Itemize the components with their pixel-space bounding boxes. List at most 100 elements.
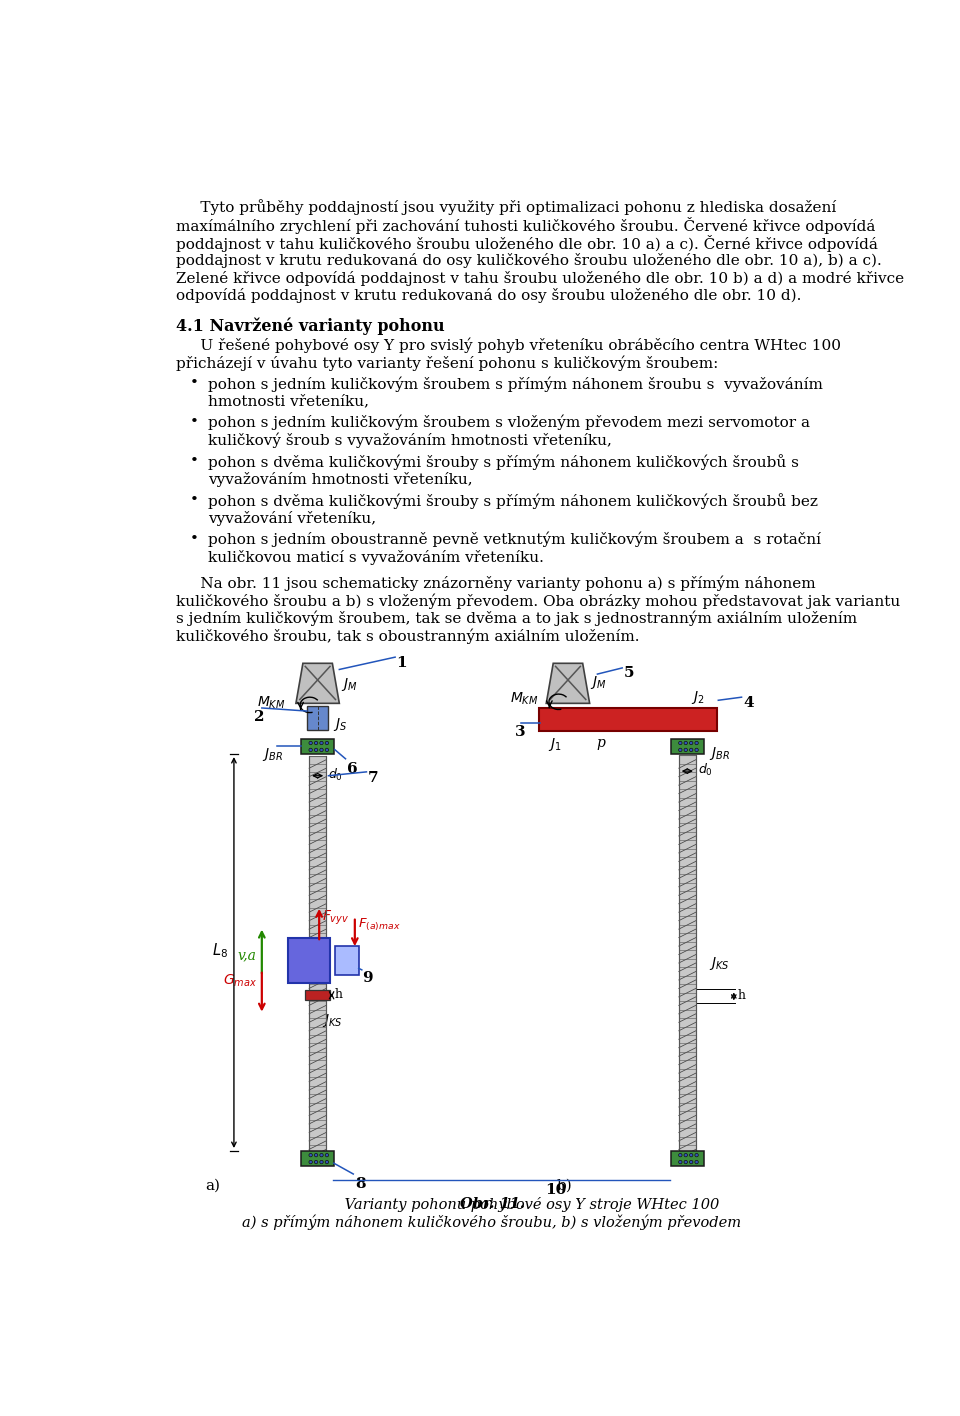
Circle shape: [314, 1154, 318, 1157]
Text: pohon s dvěma kuličkovými šrouby s přímým náhonem kuličkových šroubů bez: pohon s dvěma kuličkovými šrouby s přímý…: [208, 493, 818, 508]
Circle shape: [325, 1160, 328, 1164]
Circle shape: [679, 1160, 682, 1164]
Text: •: •: [190, 455, 199, 467]
Polygon shape: [296, 663, 339, 704]
Circle shape: [309, 742, 312, 745]
Text: pohon s jedním oboustranně pevně vetknutým kuličkovým šroubem a  s rotační: pohon s jedním oboustranně pevně vetknut…: [208, 532, 822, 548]
Circle shape: [679, 748, 682, 752]
Circle shape: [320, 1154, 324, 1157]
Text: $J_{KS}$: $J_{KS}$: [322, 1012, 342, 1029]
Text: $L_8$: $L_8$: [212, 942, 228, 960]
Text: 4.1 Navržené varianty pohonu: 4.1 Navržené varianty pohonu: [176, 317, 444, 334]
Text: $J_M$: $J_M$: [341, 675, 357, 692]
Text: •: •: [190, 532, 199, 545]
Circle shape: [695, 1154, 698, 1157]
Text: 4: 4: [743, 697, 754, 711]
Text: p: p: [596, 736, 606, 749]
Text: Obr. 11.: Obr. 11.: [460, 1197, 524, 1211]
Circle shape: [325, 742, 328, 745]
Circle shape: [689, 1154, 693, 1157]
Text: 6: 6: [348, 762, 358, 776]
Text: kuličkového šroubu, tak s oboustranným axiálním uložením.: kuličkového šroubu, tak s oboustranným a…: [176, 629, 639, 644]
Circle shape: [689, 742, 693, 745]
Text: $J_M$: $J_M$: [589, 674, 606, 691]
Circle shape: [689, 1160, 693, 1164]
Text: poddajnost v krutu redukovaná do osy kuličkového šroubu uloženého dle obr. 10 a): poddajnost v krutu redukovaná do osy kul…: [176, 253, 881, 268]
Text: b): b): [557, 1178, 572, 1192]
Bar: [288, 939, 330, 983]
Bar: [539, 708, 717, 731]
Circle shape: [695, 748, 698, 752]
Text: $F_{vyv}$: $F_{vyv}$: [323, 909, 349, 927]
Bar: [671, 1151, 704, 1167]
Text: $J_2$: $J_2$: [691, 690, 705, 707]
Circle shape: [325, 1154, 328, 1157]
Text: $M_{KM}$: $M_{KM}$: [257, 694, 286, 711]
Text: i: i: [314, 718, 318, 731]
Text: pohon s dvěma kuličkovými šrouby s přímým náhonem kuličkových šroubů s: pohon s dvěma kuličkovými šrouby s přímý…: [208, 455, 800, 470]
Bar: [309, 756, 326, 1158]
Text: hmotnosti vřeteníku,: hmotnosti vřeteníku,: [208, 394, 370, 408]
Text: Zelené křivce odpovídá poddajnost v tahu šroubu uloženého dle obr. 10 b) a d) a : Zelené křivce odpovídá poddajnost v tahu…: [176, 270, 904, 286]
Circle shape: [325, 748, 328, 752]
Bar: [679, 755, 696, 1158]
Circle shape: [309, 1154, 312, 1157]
Circle shape: [309, 1160, 312, 1164]
Text: 10: 10: [545, 1184, 566, 1198]
Text: s jedním kuličkovým šroubem, tak se dvěma a to jak s jednostranným axiálním ulož: s jedním kuličkovým šroubem, tak se dvěm…: [176, 610, 857, 626]
Circle shape: [314, 748, 318, 752]
Text: $d_0$: $d_0$: [698, 762, 713, 779]
Text: vyvažování vřeteníku,: vyvažování vřeteníku,: [208, 511, 376, 525]
Text: pohon s jedním kuličkovým šroubem s přímým náhonem šroubu s  vyvažováním: pohon s jedním kuličkovým šroubem s přím…: [208, 377, 824, 392]
Text: 3: 3: [516, 725, 526, 739]
Text: kuličkového šroubu a b) s vloženým převodem. Oba obrázky mohou představovat jak : kuličkového šroubu a b) s vloženým převo…: [176, 593, 900, 609]
Circle shape: [689, 748, 693, 752]
Text: $J_{BR}$: $J_{BR}$: [709, 745, 730, 762]
Circle shape: [684, 1160, 687, 1164]
Text: $m_p$: $m_p$: [336, 952, 358, 967]
Polygon shape: [546, 663, 589, 704]
Circle shape: [320, 1160, 324, 1164]
Text: 1: 1: [396, 656, 407, 670]
Text: h: h: [335, 988, 343, 1001]
Text: maxímálního zrychlení při zachování tuhosti kuličkového šroubu. Červené křivce o: maxímálního zrychlení při zachování tuho…: [176, 217, 876, 234]
Text: a) s přímým náhonem kuličkového šroubu, b) s vloženým převodem: a) s přímým náhonem kuličkového šroubu, …: [243, 1214, 741, 1229]
Text: přicházejí v úvahu tyto varianty řešení pohonu s kuličkovým šroubem:: přicházejí v úvahu tyto varianty řešení …: [176, 355, 718, 371]
Text: h: h: [737, 990, 746, 1003]
Circle shape: [679, 742, 682, 745]
Circle shape: [695, 1160, 698, 1164]
Circle shape: [314, 1160, 318, 1164]
Text: poddajnost v tahu kuličkového šroubu uloženého dle obr. 10 a) a c). Černé křivce: poddajnost v tahu kuličkového šroubu ulo…: [176, 235, 877, 252]
Text: Na obr. 11 jsou schematicky znázorněny varianty pohonu a) s přímým náhonem: Na obr. 11 jsou schematicky znázorněny v…: [176, 575, 815, 590]
Text: pohon s jedním kuličkovým šroubem s vloženým převodem mezi servomotor a: pohon s jedním kuličkovým šroubem s vlož…: [208, 415, 810, 430]
Circle shape: [314, 742, 318, 745]
Text: •: •: [190, 493, 199, 507]
Circle shape: [309, 748, 312, 752]
Circle shape: [684, 1154, 687, 1157]
Text: $J_{BR}$: $J_{BR}$: [262, 746, 283, 763]
Text: 9: 9: [363, 971, 373, 986]
Text: 8: 8: [355, 1177, 366, 1191]
Text: $J_{KS}$: $J_{KS}$: [709, 954, 730, 971]
Bar: [301, 739, 334, 755]
Text: $M_{KM}$: $M_{KM}$: [510, 690, 539, 707]
Text: odpovídá poddajnost v krutu redukovaná do osy šroubu uloženého dle obr. 10 d).: odpovídá poddajnost v krutu redukovaná d…: [176, 289, 802, 303]
Text: •: •: [190, 377, 199, 389]
Text: $F_{(a)max}$: $F_{(a)max}$: [358, 916, 400, 933]
Text: kuličkovou maticí s vyvažováním vřeteníku.: kuličkovou maticí s vyvažováním vřeteník…: [208, 549, 544, 565]
Bar: [305, 990, 330, 1000]
Text: Tyto průběhy poddajností jsou využity při optimalizaci pohonu z hlediska dosažen: Tyto průběhy poddajností jsou využity př…: [176, 200, 836, 215]
Text: $J_S$: $J_S$: [333, 715, 348, 732]
Text: $G_{max}$: $G_{max}$: [223, 973, 257, 990]
Text: a): a): [205, 1178, 220, 1192]
Text: v,a: v,a: [237, 949, 256, 963]
Circle shape: [679, 1154, 682, 1157]
Circle shape: [684, 742, 687, 745]
Text: $J_1$: $J_1$: [548, 736, 562, 753]
Circle shape: [320, 748, 324, 752]
Text: vyvažováním hmotnosti vřeteníku,: vyvažováním hmotnosti vřeteníku,: [208, 472, 473, 487]
Circle shape: [684, 748, 687, 752]
Circle shape: [320, 742, 324, 745]
Text: U řešené pohybové osy Y pro svislý pohyb vřeteníku obráběcího centra WHtec 100: U řešené pohybové osy Y pro svislý pohyb…: [176, 337, 841, 353]
Bar: [307, 707, 328, 729]
